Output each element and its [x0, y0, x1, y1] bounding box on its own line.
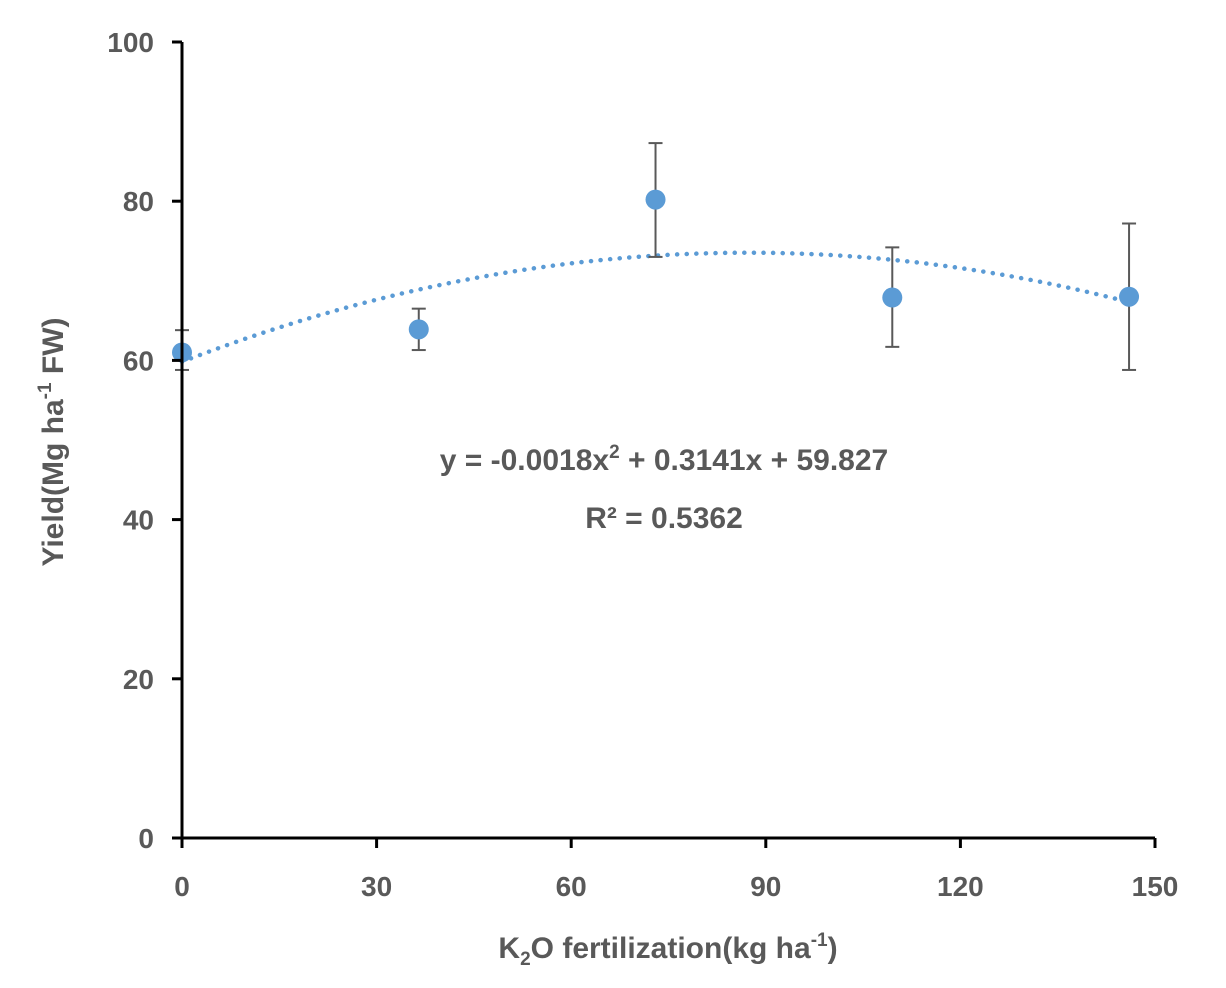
data-point-layer — [172, 189, 1140, 363]
data-point — [645, 189, 666, 210]
x-tick-label: 60 — [556, 871, 587, 902]
y-tick-label: 100 — [107, 27, 154, 58]
trendline-layer — [179, 250, 1132, 365]
y-tick-label: 20 — [123, 664, 154, 695]
axes — [172, 40, 1157, 848]
x-tick-label: 120 — [937, 871, 984, 902]
tick-labels: 0 20 40 60 80 100 0 30 60 90 120 150 — [107, 27, 1178, 902]
y-tick-label: 80 — [123, 186, 154, 217]
y-tick-label: 40 — [123, 505, 154, 536]
error-bar-layer — [175, 142, 1137, 371]
data-point — [408, 319, 429, 340]
x-tick-label: 90 — [750, 871, 781, 902]
x-axis-title: K2O fertilization(kg ha-1) — [498, 930, 837, 970]
y-tick-label: 60 — [123, 345, 154, 376]
y-tick-label: 0 — [138, 823, 154, 854]
x-tick-label: 30 — [361, 871, 392, 902]
x-tick-label: 0 — [174, 871, 190, 902]
trendline-equation: y = -0.0018x2 + 0.3141x + 59.827 — [440, 442, 888, 477]
data-point — [1119, 286, 1140, 307]
y-axis-title: Yield(Mg ha-1 FW) — [35, 317, 70, 566]
polynomial-trendline — [179, 250, 1132, 365]
r-squared-label: R² = 0.5362 — [585, 502, 743, 535]
x-tick-label: 150 — [1132, 871, 1179, 902]
data-point — [882, 287, 903, 308]
